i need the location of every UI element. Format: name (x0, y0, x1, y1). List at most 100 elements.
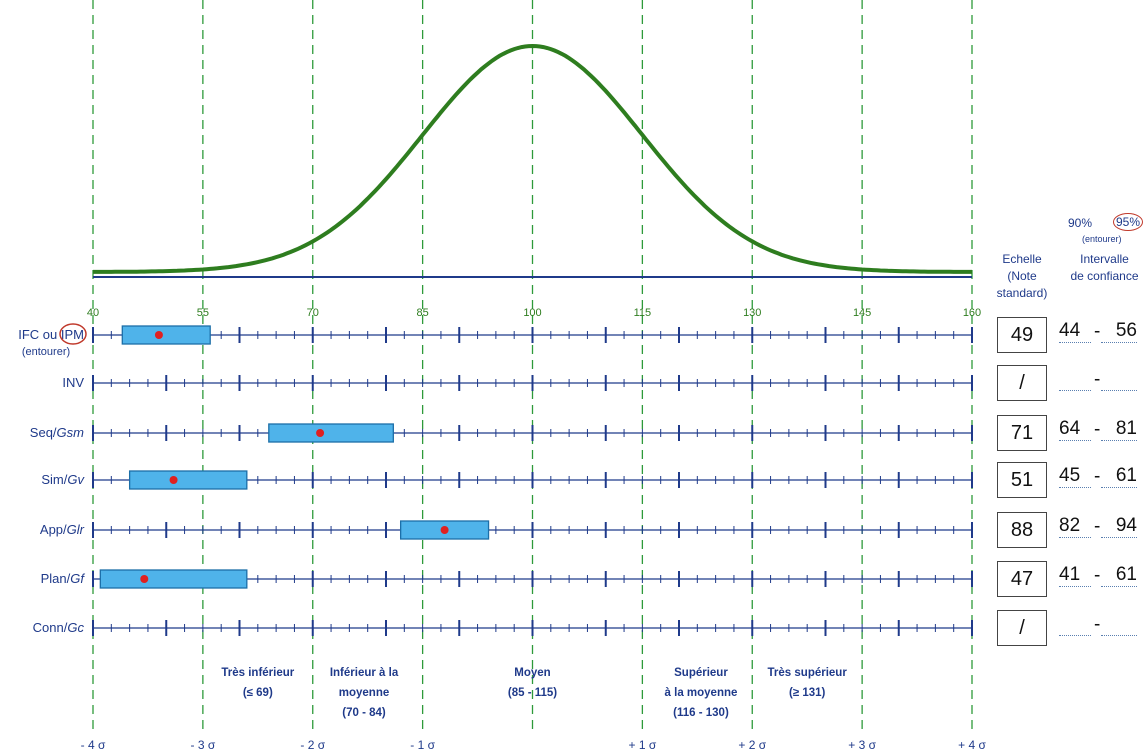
ci-low: 41 (1059, 564, 1091, 587)
score-dot (154, 331, 163, 339)
row-label-italic: Gc (67, 620, 84, 635)
percent-95-text: 95% (1116, 215, 1141, 229)
score-box: 47 (997, 561, 1047, 597)
category-label: à la moyenne (665, 687, 738, 699)
confidence-interval: - (1057, 365, 1141, 391)
confidence-interval: 44-56 (1057, 317, 1141, 343)
category-label: Inférieur à la (330, 667, 399, 679)
sigma-label: + 3 σ (848, 738, 876, 752)
x-tick-label: 130 (743, 307, 761, 319)
ci-high: 61 (1101, 465, 1137, 488)
category-label: (≥ 131) (789, 687, 826, 699)
row-label-italic: Gv (67, 472, 85, 487)
confidence-interval: - (1057, 610, 1141, 636)
ci-dash: - (1094, 466, 1101, 487)
score-box: 71 (997, 415, 1047, 451)
score-dot (140, 575, 149, 583)
ci-dash: - (1094, 516, 1101, 537)
sigma-label: - 4 σ (81, 738, 106, 752)
category-label: Très supérieur (768, 667, 848, 679)
echelle-header: Echelle (Note standard) (981, 251, 1063, 302)
row-label: Plan/Gf (41, 571, 86, 586)
percent-95-label: 95% (1113, 213, 1143, 231)
row-label: Sim/Gv (41, 472, 85, 487)
ipm-circle (59, 323, 87, 345)
echelle-subtitle: (Note standard) (996, 269, 1048, 300)
entourer-header: (entourer) (1082, 234, 1122, 244)
score-dot (316, 429, 325, 437)
intervalle-subtitle: de confiance (1070, 269, 1139, 283)
ci-high: 94 (1101, 515, 1137, 538)
row-label-text: Conn/ (33, 620, 68, 635)
ci-low: 64 (1059, 418, 1091, 441)
category-label: (116 - 130) (673, 707, 729, 719)
score-box: 49 (997, 317, 1047, 353)
x-tick-label: 70 (307, 307, 319, 319)
ci-high: 81 (1101, 418, 1137, 441)
ci-dash: - (1094, 419, 1101, 440)
x-tick-label: 100 (523, 307, 541, 319)
ci-high (1101, 390, 1137, 391)
ci-dash: - (1094, 614, 1101, 635)
ci-dash: - (1094, 565, 1101, 586)
confidence-band (121, 325, 211, 345)
ci-high: 56 (1101, 320, 1137, 343)
row-label-text: INV (62, 375, 84, 390)
score-box: / (997, 610, 1047, 646)
row-label: Conn/Gc (33, 620, 85, 635)
confidence-interval: 82-94 (1057, 512, 1141, 538)
sigma-label: - 3 σ (191, 738, 216, 752)
intervalle-header: Intervalle de confiance (1066, 251, 1143, 285)
sigma-label: + 1 σ (628, 738, 656, 752)
confidence-band (99, 569, 248, 589)
confidence-interval: 64-81 (1057, 415, 1141, 441)
row-label: App/Glr (40, 522, 85, 537)
row-label-italic: Glr (67, 522, 85, 537)
score-dot (169, 476, 178, 484)
category-label: Moyen (514, 667, 550, 679)
x-tick-label: 115 (634, 307, 652, 319)
echelle-title: Echelle (1002, 252, 1042, 266)
sigma-label: - 2 σ (300, 738, 325, 752)
row-label-text: App/ (40, 522, 67, 537)
x-tick-label: 55 (197, 307, 209, 319)
row-label: INV (62, 375, 84, 390)
ci-low (1059, 635, 1091, 636)
percent-90-label: 90% (1068, 216, 1093, 230)
ci-low: 45 (1059, 465, 1091, 488)
category-label: Très inférieur (221, 667, 294, 679)
row-label: IFC ou IPM (18, 327, 84, 342)
x-tick-label: 85 (417, 307, 429, 319)
sigma-label: + 2 σ (738, 738, 766, 752)
ci-high: 61 (1101, 564, 1137, 587)
sigma-label: + 4 σ (958, 738, 986, 752)
row-label-italic: Gsm (57, 425, 85, 440)
confidence-interval: 41-61 (1057, 561, 1141, 587)
category-label: (85 - 115) (508, 687, 557, 699)
x-tick-label: 160 (963, 307, 981, 319)
ci-dash: - (1094, 321, 1101, 342)
intervalle-title: Intervalle (1080, 252, 1129, 266)
category-label: (70 - 84) (342, 707, 386, 719)
row-label-italic: Gf (70, 571, 85, 586)
row-label-text: IFC ou (18, 327, 61, 342)
category-label: (≤ 69) (243, 687, 273, 699)
category-label: Supérieur (674, 667, 728, 679)
row-label-text: Plan/ (41, 571, 71, 586)
score-box: 88 (997, 512, 1047, 548)
row-label-text: Sim/ (41, 472, 67, 487)
confidence-band (128, 470, 248, 490)
ci-low: 82 (1059, 515, 1091, 538)
ci-high (1101, 635, 1137, 636)
row-label-text: Seq/ (30, 425, 57, 440)
x-tick-label: 145 (853, 307, 871, 319)
row-label: Seq/Gsm (30, 425, 84, 440)
normal-curve (93, 43, 972, 274)
row-sublabel: (entourer) (22, 346, 70, 358)
x-tick-label: 40 (87, 307, 99, 319)
score-box: 51 (997, 462, 1047, 498)
confidence-interval: 45-61 (1057, 462, 1141, 488)
score-box: / (997, 365, 1047, 401)
